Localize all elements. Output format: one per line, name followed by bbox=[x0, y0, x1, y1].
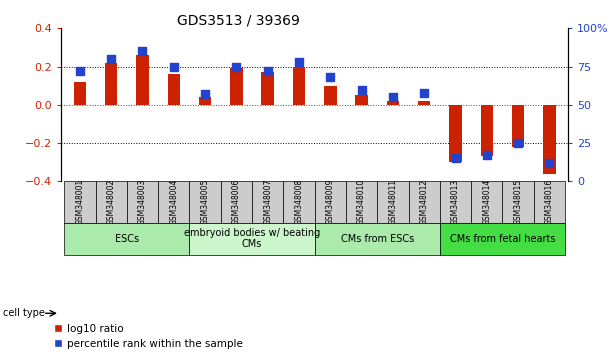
Text: GSM348015: GSM348015 bbox=[514, 179, 522, 225]
Bar bbox=[158, 181, 189, 223]
Bar bbox=[418, 101, 431, 105]
Text: GSM348016: GSM348016 bbox=[545, 179, 554, 225]
Text: ESCs: ESCs bbox=[115, 234, 139, 244]
Text: GSM348002: GSM348002 bbox=[107, 179, 115, 225]
Text: CMs from ESCs: CMs from ESCs bbox=[341, 234, 414, 244]
Bar bbox=[136, 55, 148, 105]
Text: GSM348006: GSM348006 bbox=[232, 179, 241, 225]
Bar bbox=[95, 181, 127, 223]
Text: GSM348009: GSM348009 bbox=[326, 179, 335, 225]
Text: GSM348011: GSM348011 bbox=[389, 179, 397, 225]
Bar bbox=[543, 105, 556, 174]
Text: GSM348014: GSM348014 bbox=[482, 179, 491, 225]
Bar bbox=[221, 181, 252, 223]
Bar bbox=[377, 181, 409, 223]
Bar bbox=[64, 181, 95, 223]
Bar bbox=[346, 181, 377, 223]
Text: embryoid bodies w/ beating
CMs: embryoid bodies w/ beating CMs bbox=[184, 228, 320, 250]
Point bbox=[544, 160, 554, 166]
Bar bbox=[293, 67, 306, 105]
Bar bbox=[471, 181, 502, 223]
Text: GSM348004: GSM348004 bbox=[169, 179, 178, 225]
Bar bbox=[356, 95, 368, 105]
Point bbox=[451, 155, 461, 161]
Point bbox=[388, 94, 398, 100]
Bar bbox=[502, 181, 534, 223]
Bar bbox=[189, 181, 221, 223]
Point bbox=[75, 68, 85, 74]
Bar bbox=[105, 63, 117, 105]
Text: cell type: cell type bbox=[3, 308, 45, 318]
Bar bbox=[199, 97, 211, 105]
Bar bbox=[387, 101, 399, 105]
Bar bbox=[167, 74, 180, 105]
Point bbox=[357, 87, 367, 92]
Point bbox=[419, 90, 429, 96]
Text: GSM348007: GSM348007 bbox=[263, 179, 273, 225]
Text: GSM348003: GSM348003 bbox=[138, 179, 147, 225]
Title: GDS3513 / 39369: GDS3513 / 39369 bbox=[177, 13, 300, 27]
Text: GSM348001: GSM348001 bbox=[75, 179, 84, 225]
Point bbox=[294, 59, 304, 65]
Text: GSM348005: GSM348005 bbox=[200, 179, 210, 225]
Bar bbox=[315, 181, 346, 223]
Point bbox=[169, 64, 178, 69]
Bar bbox=[127, 181, 158, 223]
Text: GSM348013: GSM348013 bbox=[451, 179, 460, 225]
Point bbox=[137, 48, 147, 54]
Bar bbox=[449, 105, 462, 162]
Point bbox=[482, 153, 492, 158]
Bar bbox=[252, 181, 284, 223]
Point bbox=[200, 91, 210, 97]
Point bbox=[263, 68, 273, 74]
Bar bbox=[73, 82, 86, 105]
Text: GSM348008: GSM348008 bbox=[295, 179, 304, 225]
Bar bbox=[284, 181, 315, 223]
Point bbox=[326, 74, 335, 80]
Bar bbox=[481, 105, 493, 156]
Bar bbox=[534, 181, 565, 223]
Bar bbox=[315, 223, 440, 255]
Point bbox=[513, 140, 523, 146]
Bar bbox=[440, 223, 565, 255]
Text: GSM348010: GSM348010 bbox=[357, 179, 366, 225]
Bar bbox=[189, 223, 315, 255]
Legend: log10 ratio, percentile rank within the sample: log10 ratio, percentile rank within the … bbox=[54, 324, 243, 349]
Bar bbox=[440, 181, 471, 223]
Bar bbox=[512, 105, 524, 147]
Point bbox=[232, 64, 241, 69]
Bar bbox=[324, 86, 337, 105]
Bar bbox=[230, 68, 243, 105]
Bar bbox=[64, 223, 189, 255]
Text: CMs from fetal hearts: CMs from fetal hearts bbox=[450, 234, 555, 244]
Text: GSM348012: GSM348012 bbox=[420, 179, 429, 225]
Bar bbox=[262, 72, 274, 105]
Bar bbox=[409, 181, 440, 223]
Point bbox=[106, 56, 116, 62]
